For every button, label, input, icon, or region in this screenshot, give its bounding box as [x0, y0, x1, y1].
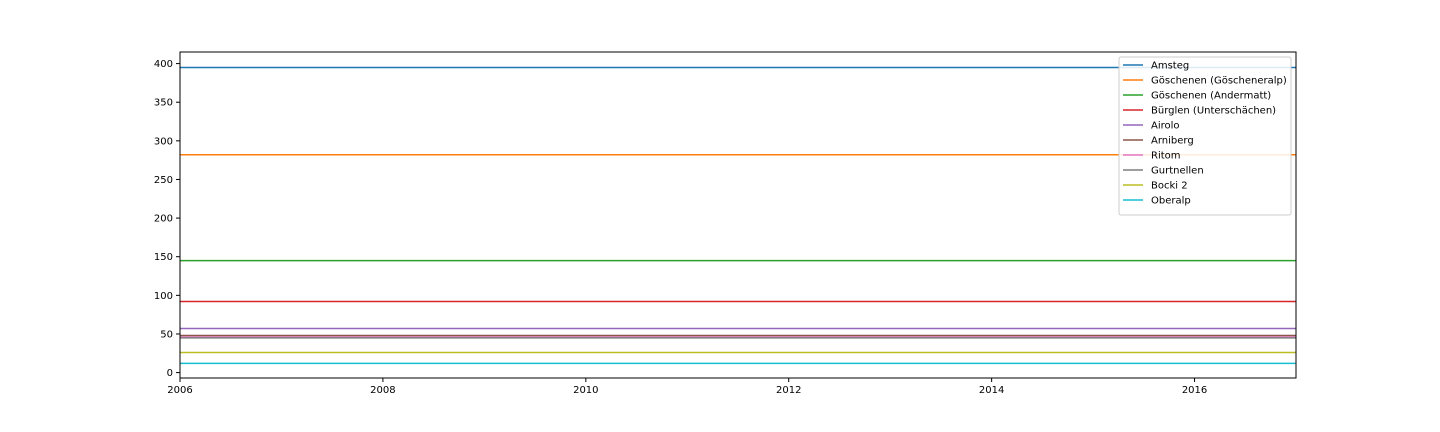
y-tick-label: 300 — [154, 136, 173, 147]
series-layer — [180, 66, 1296, 365]
y-tick-label: 200 — [154, 214, 173, 225]
y-tick-label: 350 — [154, 98, 173, 109]
legend-label: Ritom — [1151, 151, 1181, 162]
y-tick-label: 150 — [154, 252, 173, 263]
legend-box — [1118, 56, 1292, 216]
y-tick-label: 50 — [160, 329, 173, 340]
x-tick-label: 2012 — [776, 385, 801, 396]
legend: Amsteg Göschenen (Göscheneralp) Göschenen … — [1118, 56, 1292, 216]
y-tick-label: 100 — [154, 291, 173, 302]
legend-label: Göschenen (Andermatt) — [1151, 91, 1271, 102]
y-tick-label: 0 — [167, 368, 173, 379]
x-tick-label: 2016 — [1182, 385, 1207, 396]
x-tick-label: 2010 — [573, 385, 598, 396]
x-tick-label: 2008 — [370, 385, 395, 396]
legend-label: Amsteg — [1151, 61, 1189, 72]
legend-label: Bürglen (Unterschächen) — [1151, 106, 1276, 117]
plot-frame — [179, 51, 1297, 379]
legend-label: Arniberg — [1151, 136, 1194, 147]
legend-label: Göschenen (Göscheneralp) — [1151, 76, 1287, 87]
axes-layer: 0 50 100 150 200 250 300 350 400 2006 2008 2010 2012… — [154, 51, 1297, 396]
legend-label: Airolo — [1151, 121, 1180, 132]
x-tick-label: 2006 — [167, 385, 192, 396]
x-tick-label: 2014 — [979, 385, 1004, 396]
legend-label: Oberalp — [1151, 196, 1191, 207]
y-tick-label: 250 — [154, 175, 173, 186]
y-tick-label: 400 — [154, 59, 173, 70]
legend-label: Gurtnellen — [1151, 166, 1204, 177]
legend-label: Bocki 2 — [1151, 181, 1188, 192]
